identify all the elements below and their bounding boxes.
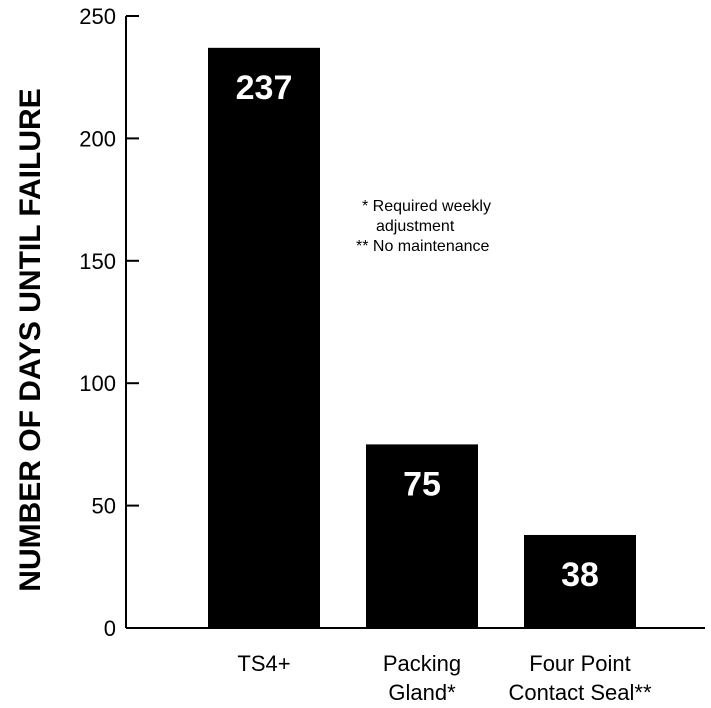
data-label: 237	[236, 69, 293, 107]
data-label: 75	[403, 465, 441, 503]
bar	[366, 444, 478, 628]
bars	[208, 47, 636, 629]
y-tick-label: 200	[79, 126, 116, 151]
y-tick-label: 150	[79, 249, 116, 274]
footnotes: * Required weekly adjustment ** No maint…	[356, 198, 491, 255]
data-label: 38	[561, 556, 599, 594]
category-label: TS4+	[237, 651, 290, 676]
labels: 237 TS4+ 75 Packing Gland* 38 Four Point Contac…	[236, 69, 652, 705]
footnote-no-maintenance: ** No maintenance	[356, 238, 490, 255]
bar	[208, 47, 320, 629]
y-tick-label: 100	[79, 371, 116, 396]
y-tick-label: 0	[104, 616, 116, 641]
footnote-weekly-adjustment: * Required weekly	[362, 198, 491, 215]
category-label: Four Point	[529, 651, 631, 676]
y-axis-label: NUMBER OF DAYS UNTIL FAILURE	[14, 88, 47, 591]
category-label: Packing	[383, 651, 461, 676]
category-label: Gland*	[388, 680, 456, 705]
y-tick-label: 50	[92, 494, 116, 519]
y-tick-label: 250	[79, 4, 116, 29]
category-label: Contact Seal**	[508, 680, 652, 705]
footnote-weekly-adjustment-cont: adjustment	[376, 218, 455, 235]
bar	[524, 534, 636, 628]
